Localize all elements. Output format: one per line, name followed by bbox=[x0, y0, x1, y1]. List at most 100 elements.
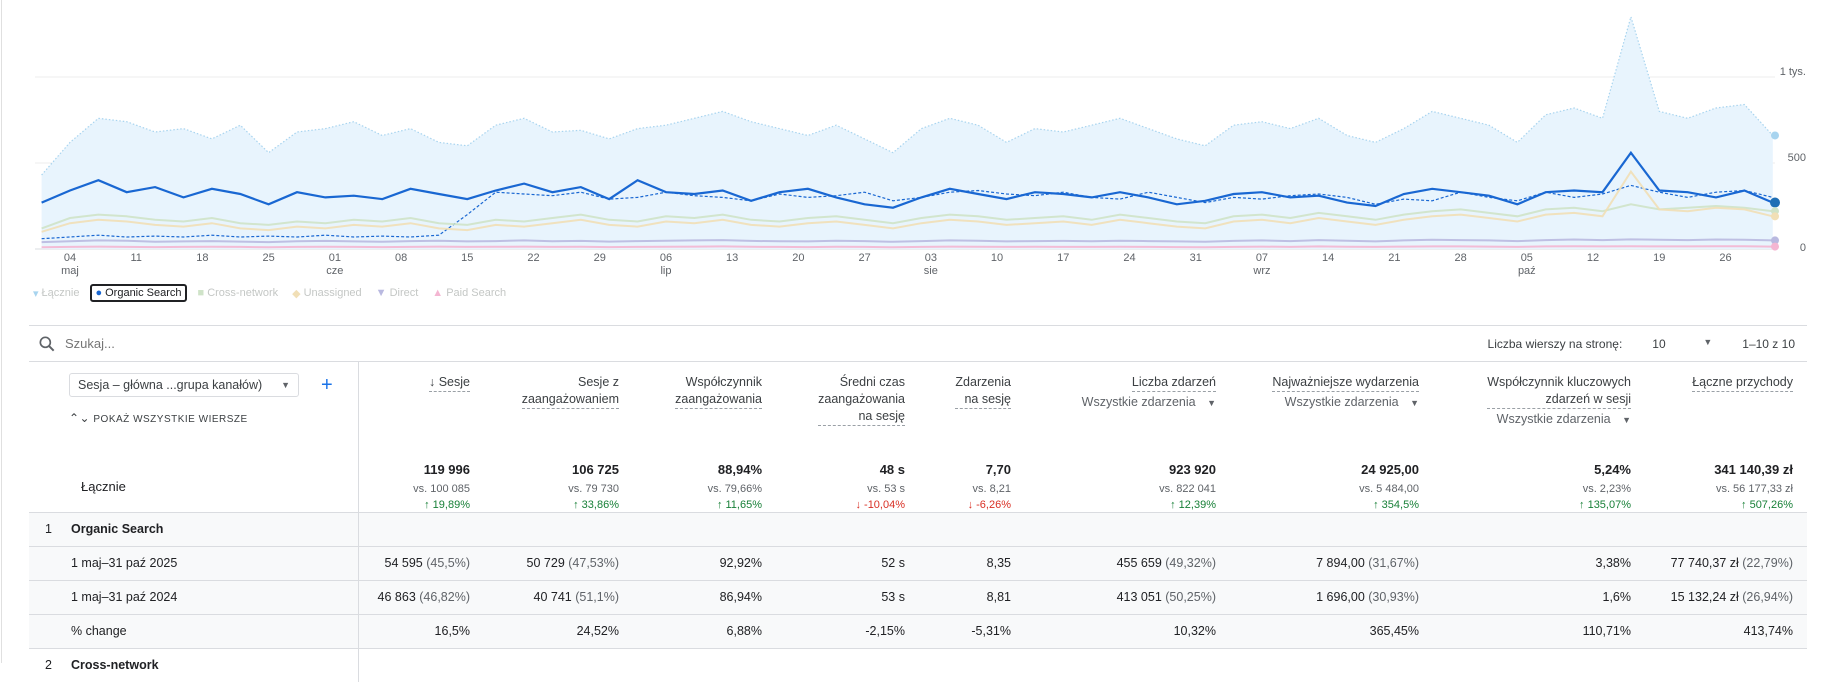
legend-item[interactable]: ▲ Paid Search bbox=[429, 286, 509, 300]
table-row[interactable]: 2 Cross-network bbox=[29, 647, 1807, 682]
show-all-rows-button[interactable]: ⌃⌄ POKAŻ WSZYSTKIE WIERSZE bbox=[69, 411, 358, 425]
x-tick-label: 24 bbox=[1123, 252, 1135, 264]
metric-cell bbox=[1011, 511, 1216, 546]
x-tick-label: 11 bbox=[130, 252, 141, 264]
change-value: ↑ 11,65% bbox=[716, 499, 762, 511]
legend-marker-icon: ▼ bbox=[375, 287, 387, 299]
column-header[interactable]: Średni czas zaangażowania na sesję bbox=[762, 362, 905, 459]
metric-cell: 50 729 (47,53%) bbox=[470, 545, 619, 580]
total-value: 24 925,00 bbox=[1361, 462, 1419, 477]
column-title: Liczba zdarzeń bbox=[1131, 375, 1216, 389]
column-header[interactable]: Współczynnik zaangażowania bbox=[619, 362, 762, 459]
series-end-marker bbox=[1771, 131, 1779, 140]
metric-cell: 8,35 bbox=[905, 545, 1011, 580]
series-line-cross-network bbox=[41, 203, 1773, 230]
column-header-label: Sesje z zaangażowaniem bbox=[521, 374, 619, 409]
column-title: Sesje z bbox=[578, 375, 619, 389]
legend-item[interactable]: ■ Cross-network bbox=[195, 286, 282, 300]
metric-cell: 46 863 (46,82%) bbox=[358, 579, 470, 614]
legend-item[interactable]: ▼ Direct bbox=[373, 286, 422, 300]
change-value: ↑ 507,26% bbox=[1741, 499, 1793, 511]
search-input[interactable] bbox=[65, 336, 365, 351]
column-header-label: Zdarzenia na sesję bbox=[955, 374, 1011, 409]
x-tick-label: 26 bbox=[1719, 252, 1731, 264]
series-line-organic-search bbox=[41, 150, 1774, 209]
row-label-cell: 1 maj–31 paź 2025 bbox=[29, 545, 359, 580]
metric-value: 3,38% bbox=[1595, 556, 1631, 570]
series-line-direct bbox=[41, 238, 1773, 244]
column-header-label: Współczynnik kluczowych zdarzeń w sesji bbox=[1487, 374, 1631, 409]
table-row[interactable]: 1 maj–31 paź 2025 54 595 (45,5%) 50 729 (4… bbox=[29, 545, 1807, 580]
table-row[interactable]: 1 maj–31 paź 2024 46 863 (46,82%) 40 741 (… bbox=[29, 579, 1807, 614]
total-cell: 88,94% vs. 79,66% ↑ 11,65% bbox=[619, 459, 762, 512]
metric-cell bbox=[358, 647, 470, 682]
legend-marker-icon: ■ bbox=[197, 287, 205, 299]
total-cell: 106 725 vs. 79 730 ↑ 33,86% bbox=[470, 459, 619, 512]
column-header[interactable]: Sesje z zaangażowaniem bbox=[470, 362, 619, 459]
column-header[interactable]: ↓ Sesje bbox=[358, 362, 470, 459]
column-title: zdarzeń w sesji bbox=[1545, 392, 1631, 406]
dimension-select[interactable]: Sesja – główna ...grupa kanałów) ▼ bbox=[69, 372, 299, 397]
column-header[interactable]: Współczynnik kluczowych zdarzeń w sesji Ws… bbox=[1419, 362, 1631, 459]
divider bbox=[29, 361, 1807, 362]
comparison-value: vs. 53 s bbox=[867, 483, 905, 495]
table-row[interactable]: 1 Organic Search bbox=[29, 511, 1807, 546]
page-range: 1–10 z 10 bbox=[1742, 336, 1795, 351]
legend-item[interactable]: ● Organic Search bbox=[90, 284, 187, 302]
row-label-cell: 1 maj–31 paź 2024 bbox=[29, 579, 359, 614]
chevron-down-icon: ▼ bbox=[1622, 415, 1631, 425]
column-header[interactable]: Najważniejsze wydarzenia Wszystkie zdarze… bbox=[1216, 362, 1419, 459]
column-header-label: Średni czas zaangażowania na sesję bbox=[818, 374, 905, 426]
y-tick-label: 1 tys. bbox=[1780, 66, 1806, 78]
rows-per-page-select[interactable]: 10 ▼ bbox=[1652, 337, 1712, 351]
metric-value: 8,81 bbox=[986, 590, 1011, 604]
metric-value: 413 051 bbox=[1116, 590, 1162, 604]
x-tick-label: 22 bbox=[527, 252, 539, 264]
column-title: Średni czas bbox=[839, 375, 905, 389]
x-tick-month: cze bbox=[326, 265, 343, 277]
metric-cell bbox=[470, 511, 619, 546]
metric-value: 16,5% bbox=[434, 624, 470, 638]
comparison-value: vs. 56 177,33 zł bbox=[1715, 483, 1793, 495]
x-tick-label: 28 bbox=[1454, 252, 1466, 264]
frame-border bbox=[1, 0, 2, 663]
column-header[interactable]: Zdarzenia na sesję bbox=[905, 362, 1011, 459]
table-row[interactable]: % change 16,5% 24,52% 6,88% -2,15% -5,31% 10,3… bbox=[29, 613, 1807, 648]
metric-share: (51,1%) bbox=[575, 590, 619, 604]
legend-marker-icon: ● bbox=[95, 287, 103, 299]
x-tick-label: 14 bbox=[1322, 252, 1334, 264]
event-filter-select[interactable]: Wszystkie zdarzenia ▼ bbox=[1216, 395, 1419, 409]
comparison-value: vs. 2,23% bbox=[1582, 483, 1631, 495]
column-header[interactable]: Łączne przychody bbox=[1631, 362, 1793, 459]
chevron-down-icon: ▼ bbox=[281, 379, 290, 390]
legend-marker-icon: ▲ bbox=[432, 287, 444, 299]
table-header: Sesja – główna ...grupa kanałów) ▼ + ⌃⌄ PO… bbox=[29, 362, 1807, 459]
comparison-value: vs. 822 041 bbox=[1159, 483, 1216, 495]
event-filter-select[interactable]: Wszystkie zdarzenia ▼ bbox=[1011, 395, 1216, 409]
add-dimension-button[interactable]: + bbox=[321, 374, 333, 396]
column-header-label: Współczynnik zaangażowania bbox=[675, 374, 762, 409]
totals-row: Łącznie 119 996 vs. 100 085 ↑ 19,89% 106 725… bbox=[29, 459, 1807, 512]
metric-value: 24,52% bbox=[576, 624, 619, 638]
row-number: 2 bbox=[45, 658, 52, 673]
legend-item[interactable]: ▾ Łącznie bbox=[30, 286, 82, 301]
rows-per-page-value: 10 bbox=[1652, 336, 1666, 351]
x-tick-month: paź bbox=[1518, 265, 1536, 277]
series-line-unassigned bbox=[41, 169, 1774, 233]
legend-item[interactable]: ◆ Unassigned bbox=[289, 286, 365, 301]
metric-value: -2,15% bbox=[865, 624, 905, 638]
metric-cell bbox=[619, 647, 762, 682]
column-header-label: Najważniejsze wydarzenia bbox=[1272, 374, 1419, 392]
x-tick-label: 01 bbox=[329, 252, 341, 264]
event-filter-value: Wszystkie zdarzenia bbox=[1284, 395, 1399, 409]
metric-cell bbox=[762, 647, 905, 682]
y-tick-label: 0 bbox=[1800, 242, 1806, 254]
metric-value: 50 729 bbox=[526, 556, 565, 570]
x-tick-label: 29 bbox=[594, 252, 606, 264]
column-header[interactable]: Liczba zdarzeń Wszystkie zdarzenia ▼ bbox=[1011, 362, 1216, 459]
totals-label: Łącznie bbox=[29, 459, 359, 512]
event-filter-select[interactable]: Wszystkie zdarzenia ▼ bbox=[1419, 412, 1631, 426]
series-end-marker bbox=[1771, 212, 1779, 221]
metric-cell: 1,6% bbox=[1419, 579, 1631, 614]
column-title: Łączne przychody bbox=[1692, 375, 1793, 389]
